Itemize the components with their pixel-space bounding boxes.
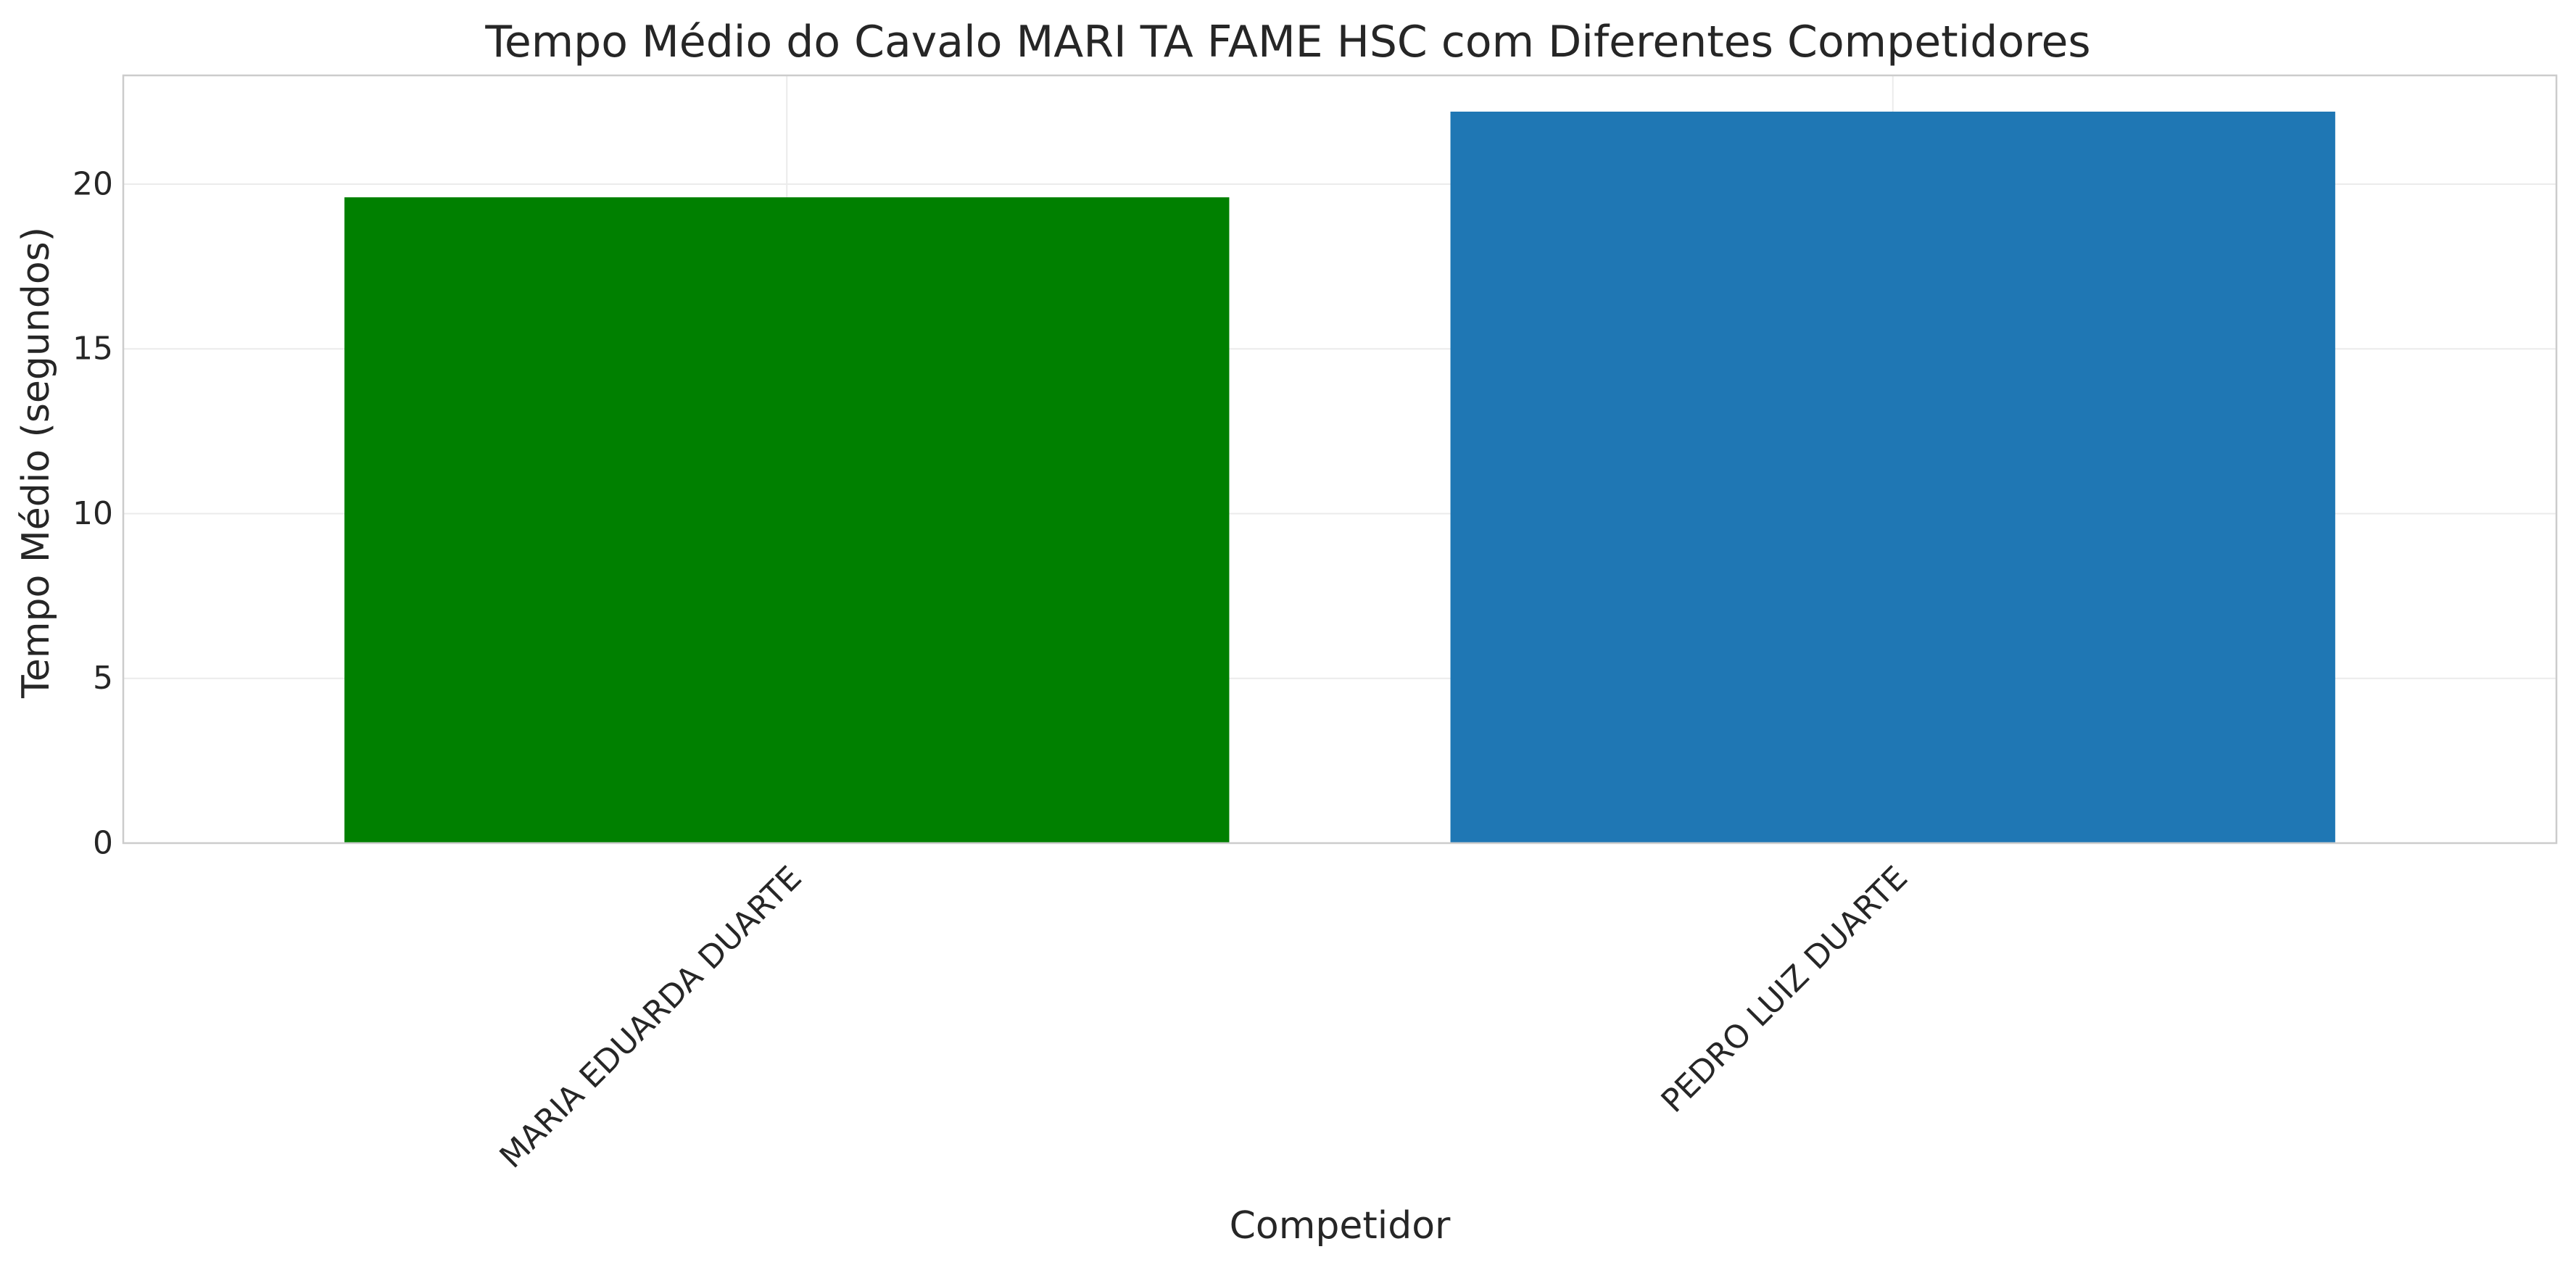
y-tick-labels: 0 5 10 15 20 bbox=[73, 165, 113, 861]
bar-1 bbox=[344, 197, 1230, 844]
x-tick-label: PEDRO LUIZ DUARTE bbox=[1654, 859, 1915, 1119]
bar-2 bbox=[1450, 111, 2335, 843]
bars bbox=[344, 111, 2335, 844]
y-tick-label: 20 bbox=[73, 165, 113, 202]
x-tick-labels: MARIA EDUARDA DUARTE PEDRO LUIZ DUARTE bbox=[493, 859, 1916, 1175]
x-axis-label: Competidor bbox=[1229, 1204, 1451, 1248]
x-tick-label: MARIA EDUARDA DUARTE bbox=[493, 859, 809, 1175]
y-axis-label: Tempo Médio (segundos) bbox=[15, 226, 58, 699]
plot-frame bbox=[122, 74, 2558, 845]
y-tick-label: 5 bbox=[93, 660, 113, 697]
y-tick-label: 10 bbox=[73, 495, 113, 532]
chart-title: Tempo Médio do Cavalo MARI TA FAME HSC c… bbox=[485, 17, 2091, 67]
y-tick-label: 0 bbox=[93, 825, 113, 862]
y-tick-label: 15 bbox=[73, 331, 113, 368]
